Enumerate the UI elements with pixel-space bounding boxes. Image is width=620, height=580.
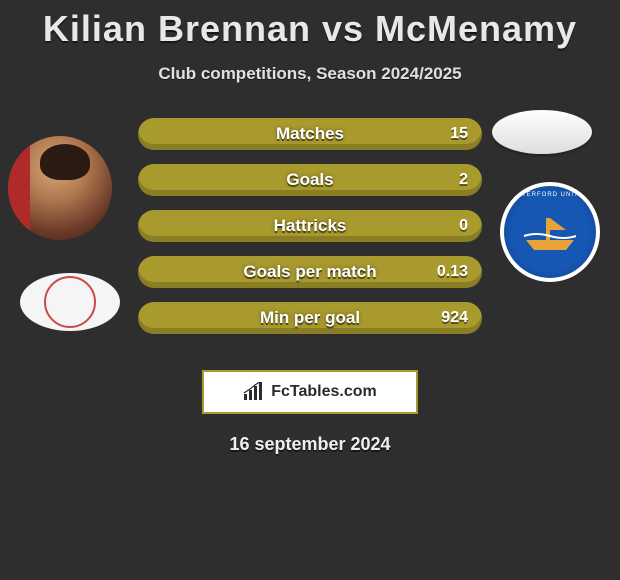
stat-label: Min per goal bbox=[138, 308, 482, 328]
stat-row: Goals 2 bbox=[138, 164, 482, 196]
stat-row: Goals per match 0.13 bbox=[138, 256, 482, 288]
stat-value: 15 bbox=[450, 125, 468, 143]
stat-value: 0.13 bbox=[437, 263, 468, 281]
stat-label: Matches bbox=[138, 124, 482, 144]
brand-text: FcTables.com bbox=[271, 383, 377, 401]
stat-value: 2 bbox=[459, 171, 468, 189]
player-left-avatar bbox=[8, 136, 112, 240]
page-title: Kilian Brennan vs McMenamy bbox=[0, 0, 620, 50]
player-right-club-badge: WATERFORD UNITED bbox=[500, 182, 600, 282]
stat-label: Goals bbox=[138, 170, 482, 190]
stat-label: Goals per match bbox=[138, 262, 482, 282]
bar-chart-icon bbox=[243, 382, 265, 402]
stat-row: Hattricks 0 bbox=[138, 210, 482, 242]
stat-label: Hattricks bbox=[138, 216, 482, 236]
comparison-panel: WATERFORD UNITED Matches 15 Goals 2 Hatt… bbox=[0, 118, 620, 348]
stat-bars: Matches 15 Goals 2 Hattricks 0 Goals per… bbox=[138, 118, 482, 348]
brand-attribution[interactable]: FcTables.com bbox=[202, 370, 418, 414]
stat-row: Min per goal 924 bbox=[138, 302, 482, 334]
ship-icon bbox=[522, 212, 578, 252]
subtitle: Club competitions, Season 2024/2025 bbox=[0, 64, 620, 84]
stat-row: Matches 15 bbox=[138, 118, 482, 150]
generated-date: 16 september 2024 bbox=[0, 434, 620, 455]
stat-value: 0 bbox=[459, 217, 468, 235]
stat-value: 924 bbox=[441, 309, 468, 327]
club-right-name: WATERFORD UNITED bbox=[504, 192, 596, 198]
club-left-crest-icon bbox=[44, 276, 96, 328]
player-left-club-badge bbox=[20, 273, 120, 331]
player-right-avatar bbox=[492, 110, 592, 154]
